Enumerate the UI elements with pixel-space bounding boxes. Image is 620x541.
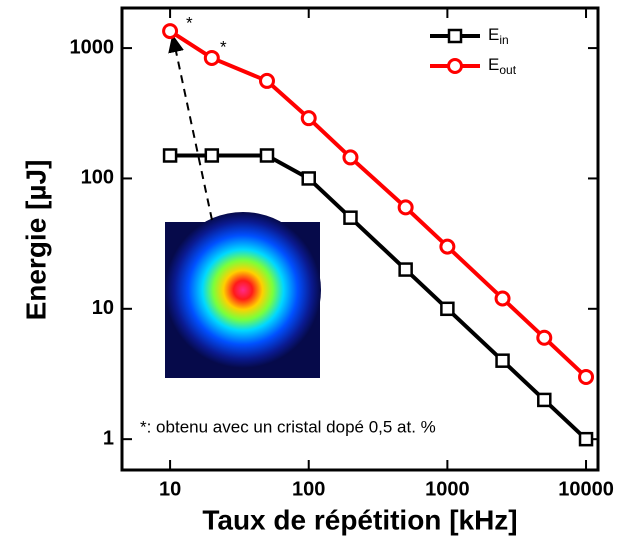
marker [259,148,275,163]
marker [203,49,220,66]
marker [343,210,358,225]
footnote: *: obtenu avec un cristal dopé 0,5 at. % [140,417,436,436]
marker [494,290,511,307]
arrow [168,34,213,221]
marker [398,262,413,277]
frame [120,6,600,472]
marker [258,72,275,89]
plot: Ein Eout [122,8,598,470]
beam-profile [165,212,321,368]
series-line [170,153,588,441]
marker [204,148,220,163]
y-tick-label: 1 [103,427,114,449]
x-tick-label: 100 [292,478,325,500]
legend-label: Eout [488,55,517,77]
x-tick-label: 1000 [425,478,470,500]
annotation: * [220,37,227,56]
marker [495,353,510,368]
legend-marker [447,58,463,74]
x-tick-label: 10 [159,478,181,500]
y-tick-label: 1000 [70,36,115,58]
marker [537,392,552,408]
marker [536,329,553,346]
legend-label: Ein [488,25,509,47]
marker [162,23,179,40]
x-axis-title: Taux de répétition [kHz] [202,504,517,535]
marker [440,301,455,317]
x-tick-label: 10000 [558,478,614,500]
marker [578,431,594,447]
marker [162,148,178,163]
series-line [168,29,588,379]
y-tick-label: 100 [81,167,114,189]
marker [439,238,456,255]
y-axis-title: Energie [µJ] [20,160,51,321]
marker [300,110,317,127]
marker [397,199,414,216]
marker [301,171,316,186]
y-tick-label: 10 [92,297,114,319]
marker [342,149,359,166]
annotation: * [186,13,193,32]
legend-marker [447,28,463,44]
marker [578,368,595,385]
